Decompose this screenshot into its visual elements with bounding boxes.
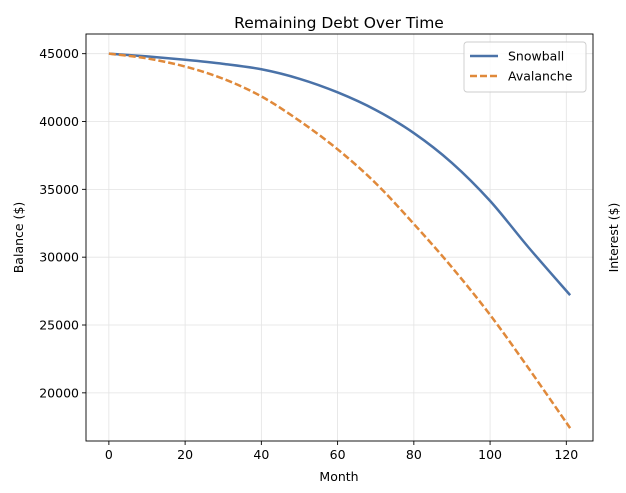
x-tick-label: 60	[330, 447, 346, 462]
y-axis-label: Balance ($)	[11, 202, 26, 274]
legend-box	[463, 41, 587, 93]
series-line-avalanche	[108, 52, 572, 429]
x-tick-label: 20	[177, 447, 193, 462]
x-tick-label: 0	[105, 447, 113, 462]
chart-title: Remaining Debt Over Time	[234, 14, 444, 32]
x-tick-label: 120	[554, 447, 578, 462]
y-tick-label: 35000	[39, 182, 79, 197]
legend: Snowball Avalanche	[463, 41, 587, 93]
y-tick-label: 30000	[39, 250, 79, 265]
x-axis-label: Month	[319, 469, 358, 484]
x-tick-label: 80	[406, 447, 422, 462]
y-tick-label: 25000	[39, 318, 79, 333]
y-tick-label: 40000	[39, 114, 79, 129]
grid	[86, 34, 593, 441]
y-tick-label: 20000	[39, 385, 79, 400]
y2-axis-label: Interest ($)	[606, 203, 621, 273]
series-lines	[108, 52, 572, 429]
x-tick-label: 40	[253, 447, 269, 462]
series-line-snowball	[108, 52, 572, 296]
plot-frame	[85, 33, 594, 442]
axis-ticks: 0 20 40 60 80 100 120 20000 25000 30000 35000 40000…	[39, 46, 578, 462]
legend-label-snowball: Snowball	[508, 49, 564, 64]
y-tick-label: 45000	[39, 46, 79, 61]
legend-label-avalanche: Avalanche	[508, 69, 573, 84]
x-tick-label: 100	[478, 447, 502, 462]
